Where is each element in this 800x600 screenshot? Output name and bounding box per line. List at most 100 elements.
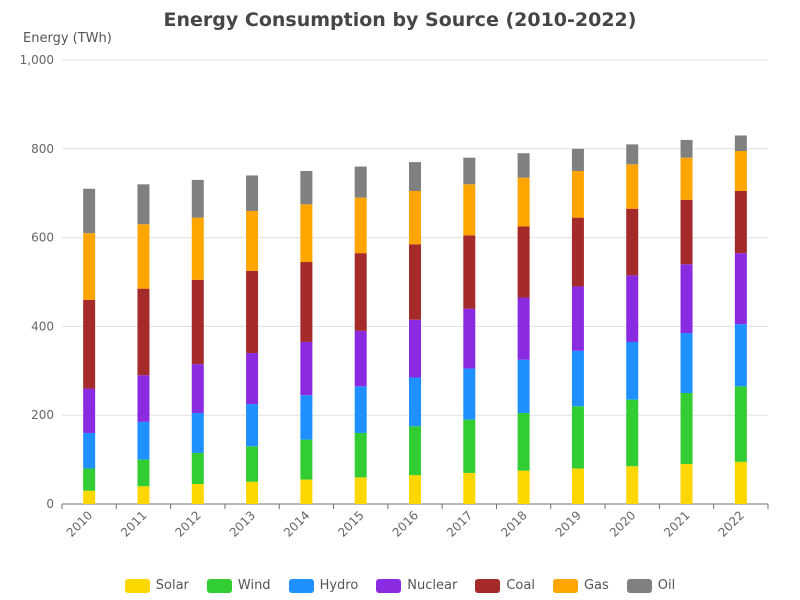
legend-item-solar[interactable]: Solar <box>124 578 189 593</box>
bar-hydro-2010 <box>83 432 96 469</box>
bar-nuclear-2011 <box>137 375 150 422</box>
bar-nuclear-2014 <box>300 341 313 396</box>
bar-oil-2011 <box>137 184 150 225</box>
x-tick-label: 2019 <box>553 508 584 539</box>
bar-solar-2019 <box>571 468 584 504</box>
bar-solar-2011 <box>137 486 150 504</box>
bar-gas-2012 <box>191 217 204 280</box>
legend-swatch <box>475 578 501 593</box>
bar-hydro-2016 <box>409 377 421 427</box>
legend-item-gas[interactable]: Gas <box>552 578 609 593</box>
bar-oil-2013 <box>246 175 259 211</box>
bar-oil-2015 <box>354 166 367 198</box>
bar-wind-2011 <box>137 459 150 487</box>
bar-nuclear-2022 <box>734 253 747 325</box>
legend-swatch <box>376 578 402 593</box>
legend-label: Nuclear <box>407 578 458 593</box>
legend-swatch <box>552 578 578 593</box>
x-tick-label: 2011 <box>118 508 149 539</box>
x-tick-label: 2017 <box>444 508 475 539</box>
bar-wind-2017 <box>463 419 476 473</box>
bar-gas-2013 <box>246 210 259 271</box>
legend-item-wind[interactable]: Wind <box>206 578 271 593</box>
bar-nuclear-2015 <box>354 330 367 387</box>
bar-hydro-2020 <box>626 341 639 400</box>
bar-coal-2017 <box>463 235 476 309</box>
bar-coal-2018 <box>517 226 530 298</box>
bar-hydro-2018 <box>517 359 530 413</box>
y-tick-label: 800 <box>31 142 54 156</box>
bar-gas-2014 <box>300 204 313 263</box>
bar-hydro-2022 <box>734 324 747 387</box>
bar-hydro-2021 <box>680 333 693 393</box>
bar-wind-2015 <box>354 432 367 478</box>
x-tick-label: 2013 <box>227 508 258 539</box>
bar-coal-2013 <box>246 270 259 354</box>
bar-solar-2020 <box>626 466 639 504</box>
bar-oil-2022 <box>734 135 747 152</box>
bar-oil-2017 <box>463 157 476 185</box>
bar-hydro-2017 <box>463 368 476 420</box>
bar-solar-2014 <box>300 479 313 504</box>
bar-wind-2022 <box>734 386 747 462</box>
x-tick-label: 2012 <box>172 508 203 539</box>
legend-swatch <box>124 578 150 593</box>
bar-gas-2019 <box>571 171 584 218</box>
bar-wind-2016 <box>409 426 421 476</box>
legend-label: Coal <box>506 578 535 593</box>
y-tick-label: 1,000 <box>20 53 54 67</box>
bar-coal-2015 <box>354 253 367 331</box>
bar-nuclear-2010 <box>83 388 96 433</box>
bar-coal-2012 <box>191 279 204 365</box>
bar-oil-2021 <box>680 139 693 158</box>
bar-gas-2020 <box>626 164 639 209</box>
bar-coal-2019 <box>571 217 584 287</box>
bar-nuclear-2016 <box>409 319 421 378</box>
bar-oil-2019 <box>571 148 584 171</box>
bar-gas-2016 <box>409 190 421 245</box>
legend-label: Wind <box>237 578 271 593</box>
bar-wind-2013 <box>246 446 259 482</box>
bar-solar-2017 <box>463 472 476 504</box>
bar-oil-2018 <box>517 153 530 178</box>
bar-oil-2012 <box>191 179 204 218</box>
bar-wind-2012 <box>191 452 204 485</box>
bar-wind-2010 <box>83 468 96 491</box>
bar-nuclear-2013 <box>246 353 259 405</box>
legend-item-nuclear[interactable]: Nuclear <box>376 578 457 593</box>
bar-wind-2014 <box>300 439 313 480</box>
bar-gas-2011 <box>137 224 150 289</box>
x-tick-label: 2014 <box>281 508 312 539</box>
bar-gas-2022 <box>734 151 747 191</box>
x-tick-label: 2015 <box>335 508 366 539</box>
bar-solar-2022 <box>734 461 747 504</box>
bar-nuclear-2018 <box>517 297 530 360</box>
bar-hydro-2013 <box>246 404 259 447</box>
bar-hydro-2015 <box>354 386 367 433</box>
bar-gas-2021 <box>680 157 693 200</box>
x-tick-label: 2016 <box>390 508 421 539</box>
legend-item-oil[interactable]: Oil <box>626 578 675 593</box>
legend-item-coal[interactable]: Coal <box>475 578 535 593</box>
x-tick-label: 2010 <box>64 508 95 539</box>
bar-wind-2019 <box>571 406 584 469</box>
x-tick-label: 2020 <box>607 508 638 539</box>
legend-swatch <box>206 578 232 593</box>
bar-gas-2017 <box>463 184 476 236</box>
bar-gas-2010 <box>83 233 96 300</box>
bar-coal-2020 <box>626 208 639 276</box>
legend-item-hydro[interactable]: Hydro <box>288 578 358 593</box>
legend-label: Gas <box>583 578 609 593</box>
bar-gas-2018 <box>517 177 530 227</box>
x-tick-label: 2021 <box>661 508 692 539</box>
bar-solar-2015 <box>354 477 367 504</box>
bar-nuclear-2020 <box>626 275 639 342</box>
bar-oil-2016 <box>409 162 421 191</box>
bar-hydro-2019 <box>571 350 584 407</box>
bar-gas-2015 <box>354 197 367 254</box>
bar-wind-2021 <box>680 393 693 465</box>
bar-oil-2014 <box>300 171 313 205</box>
bar-hydro-2011 <box>137 421 150 460</box>
bar-nuclear-2021 <box>680 264 693 334</box>
